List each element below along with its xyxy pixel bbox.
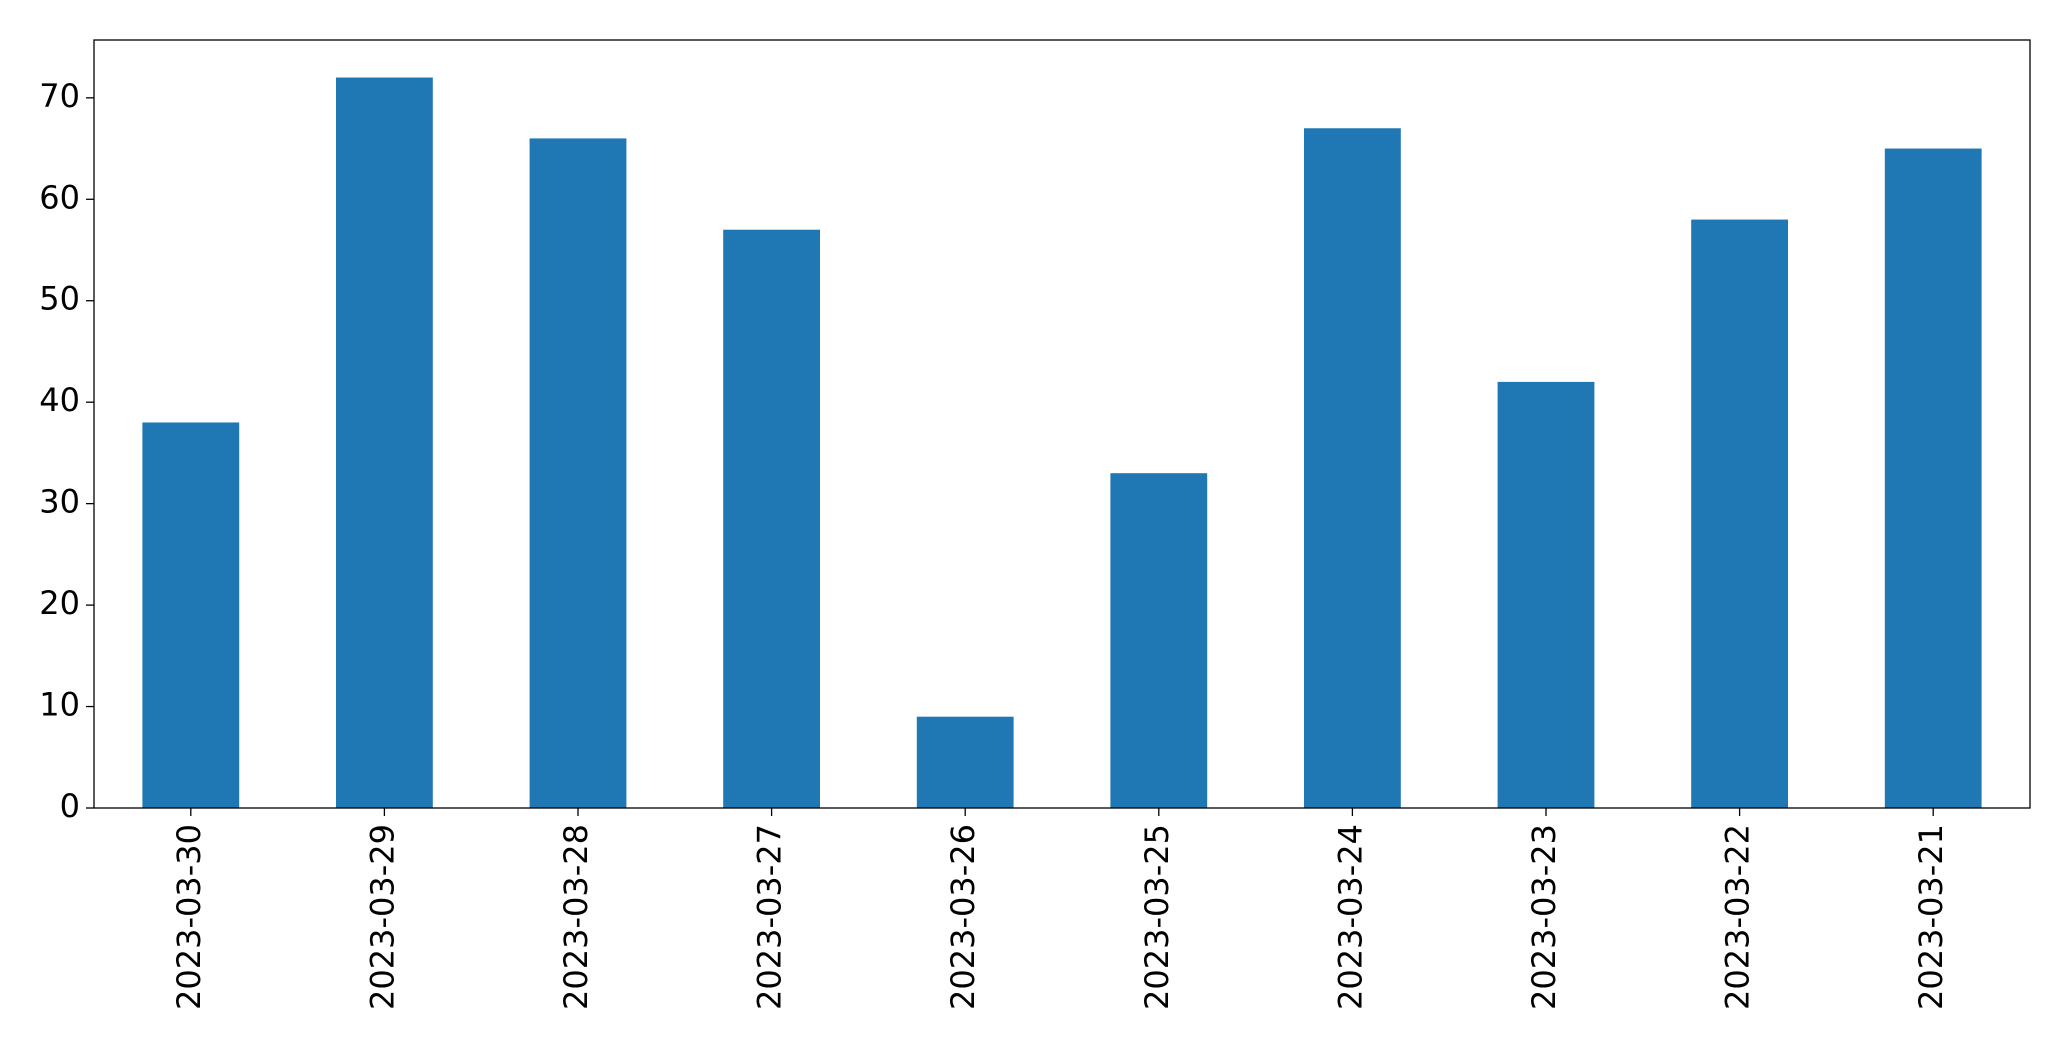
bar [916, 716, 1014, 808]
x-tick-label: 2023-03-27 [751, 824, 789, 1010]
x-tick-label: 2023-03-23 [1525, 824, 1563, 1010]
x-tick-label: 2023-03-30 [170, 824, 208, 1010]
bar [1304, 128, 1401, 808]
x-tick-label: 2023-03-28 [557, 824, 595, 1010]
bar [336, 77, 433, 808]
bar [1497, 381, 1595, 808]
bar [529, 138, 627, 808]
bar [142, 422, 240, 808]
x-tick-label: 2023-03-24 [1331, 824, 1369, 1010]
x-tick-label: 2023-03-21 [1912, 824, 1950, 1010]
y-tick-label: 0 [60, 787, 80, 825]
x-tick-label: 2023-03-29 [363, 824, 401, 1010]
y-tick-label: 40 [39, 381, 80, 419]
bar [723, 229, 820, 809]
x-tick-label: 2023-03-26 [944, 824, 982, 1010]
y-tick-label: 10 [39, 686, 80, 724]
bar [1691, 219, 1788, 808]
bar [1110, 473, 1208, 808]
x-tick-label: 2023-03-22 [1719, 824, 1757, 1010]
bar [1884, 148, 1982, 809]
y-tick-label: 30 [39, 483, 80, 521]
y-tick-label: 70 [39, 77, 80, 115]
plot-frame [93, 39, 2031, 809]
y-tick-label: 20 [39, 584, 80, 622]
y-tick-label: 60 [39, 178, 80, 216]
y-tick-label: 50 [39, 280, 80, 318]
x-tick-label: 2023-03-25 [1138, 824, 1176, 1010]
